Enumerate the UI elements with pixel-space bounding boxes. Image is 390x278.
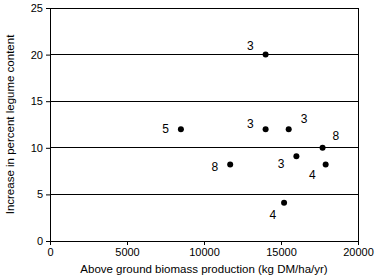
y-tick-mark [46, 101, 50, 102]
y-tick: 5 [37, 188, 50, 200]
point [286, 126, 292, 132]
y-axis: 0 5 10 15 20 25 [31, 2, 51, 247]
y-axis-line [46, 9, 51, 242]
y-tick-mark [46, 194, 50, 195]
x-tick-label: 10000 [189, 246, 220, 258]
y-tick: 25 [31, 2, 50, 14]
grid-line [50, 101, 358, 102]
y-tick-label: 25 [31, 2, 43, 14]
y-tick: 20 [31, 49, 50, 61]
y-tick: 15 [31, 95, 50, 107]
x-tick-mark [358, 241, 359, 245]
x-axis-title: Above ground biomass production (kg DM/h… [80, 263, 328, 275]
point [293, 153, 299, 159]
x-tick: 5000 [115, 241, 139, 258]
y-tick-mark [46, 8, 50, 9]
y-tick-label: 15 [31, 95, 43, 107]
x-tick-label: 5000 [115, 246, 139, 258]
y-tick-label: 10 [31, 142, 43, 154]
x-tick-label: 20000 [343, 246, 374, 258]
y-tick-label: 5 [37, 188, 43, 200]
point-label: 8 [211, 160, 218, 174]
point-label: 3 [247, 39, 254, 53]
x-tick: 15000 [266, 241, 297, 258]
y-tick-mark [46, 241, 50, 242]
x-tick: 0 [47, 241, 53, 258]
y-axis-title: Increase in percent legume content [4, 34, 16, 214]
y-tick: 0 [37, 235, 50, 247]
x-tick-mark [281, 241, 282, 245]
point [227, 162, 233, 168]
grid [50, 8, 358, 241]
point-label: 3 [301, 112, 308, 126]
grid-line [50, 54, 358, 55]
y-tick-mark [46, 55, 50, 56]
point-label: 4 [269, 208, 276, 222]
point [323, 162, 329, 168]
x-tick: 10000 [189, 241, 220, 258]
plot: 0 5000 10000 15000 20000 0 5 10 15 20 25 5 8 3 3 3 3 4 8 4 [31, 2, 374, 258]
plot-frame [50, 8, 358, 241]
point [178, 126, 184, 132]
x-tick: 20000 [343, 241, 374, 258]
x-axis: 0 5000 10000 15000 20000 [47, 241, 373, 258]
y-tick-mark [46, 148, 50, 149]
point-label: 8 [333, 129, 340, 143]
x-tick-label: 15000 [266, 246, 297, 258]
x-tick-mark [127, 241, 128, 245]
point-label: 4 [309, 168, 316, 182]
point-label: 5 [162, 122, 169, 136]
point-labels: 5 8 3 3 3 3 4 8 4 [162, 39, 339, 222]
x-tick-label: 0 [47, 246, 53, 258]
y-tick-label: 0 [37, 235, 43, 247]
y-tick: 10 [31, 142, 50, 154]
grid-line [50, 194, 358, 195]
chart: 0 5000 10000 15000 20000 0 5 10 15 20 25 5 8 3 3 3 3 4 8 4 A… [0, 0, 390, 278]
x-axis-line [51, 242, 359, 246]
x-tick-mark [204, 241, 205, 245]
point-label: 3 [247, 117, 254, 131]
point [263, 126, 269, 132]
point-label: 3 [278, 157, 285, 171]
points [178, 52, 329, 206]
y-tick-label: 20 [31, 49, 43, 61]
point [281, 200, 287, 206]
point [320, 145, 326, 151]
point [263, 52, 269, 58]
grid-line [50, 147, 358, 148]
